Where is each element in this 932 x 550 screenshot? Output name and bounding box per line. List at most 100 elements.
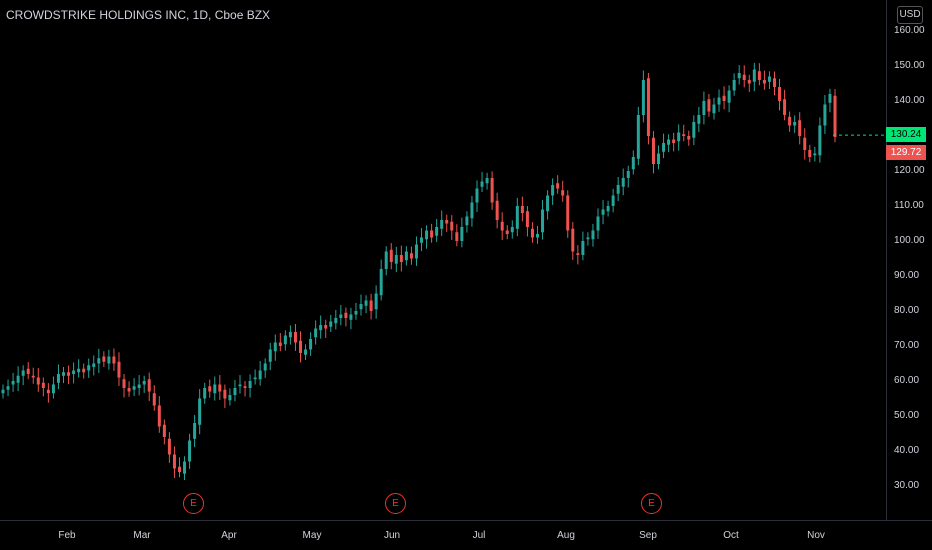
candle-body xyxy=(813,153,817,156)
candle-body xyxy=(16,375,20,383)
candle-body xyxy=(495,200,499,220)
candle-body xyxy=(278,342,282,346)
candle-body xyxy=(767,76,771,82)
candle-body xyxy=(369,300,373,311)
candle-body xyxy=(616,185,620,194)
candle-body xyxy=(233,388,237,395)
candle-body xyxy=(127,388,131,392)
candle-body xyxy=(293,332,297,343)
candle-body xyxy=(651,137,655,164)
candle-body xyxy=(152,393,156,406)
price-axis-label: 30.00 xyxy=(894,480,920,491)
candle-body xyxy=(425,230,429,240)
candle-body xyxy=(646,78,650,136)
candle-body xyxy=(11,381,15,385)
candle-body xyxy=(677,132,681,142)
candle-body xyxy=(667,139,671,145)
candle-body xyxy=(465,216,469,226)
last-price-green: 130.24 xyxy=(886,127,926,142)
candle-body xyxy=(172,454,176,469)
candle-body xyxy=(520,206,524,213)
candle-body xyxy=(485,178,489,184)
candle-body xyxy=(450,221,454,231)
candle-body xyxy=(389,249,393,262)
candle-body xyxy=(430,230,434,238)
candle-body xyxy=(762,80,766,84)
candle-body xyxy=(712,104,716,114)
candle-body xyxy=(788,116,792,126)
time-axis-label: Apr xyxy=(221,530,237,541)
price-axis-label: 140.00 xyxy=(894,95,925,106)
candle-body xyxy=(440,220,444,229)
candle-body xyxy=(793,122,797,126)
candle-body xyxy=(334,318,338,324)
candle-body xyxy=(112,356,116,364)
price-axis-label: 70.00 xyxy=(894,340,920,351)
candle-body xyxy=(747,80,751,84)
candle-body xyxy=(631,157,635,170)
candle-body xyxy=(208,386,212,392)
candle-body xyxy=(414,244,418,259)
candle-body xyxy=(258,370,262,380)
candle-body xyxy=(727,90,731,103)
candle-body xyxy=(757,71,761,80)
candle-body xyxy=(218,384,222,392)
candle-body xyxy=(409,253,413,259)
candle-body xyxy=(823,104,827,126)
candle-body xyxy=(213,384,217,394)
candle-body xyxy=(243,386,247,388)
price-axis-label: 110.00 xyxy=(894,200,924,211)
time-axis-label: May xyxy=(302,530,322,541)
candle-body xyxy=(566,195,570,231)
candle-body xyxy=(137,384,141,388)
candle-body xyxy=(273,342,277,352)
earnings-marker[interactable]: E xyxy=(385,493,406,514)
candle-body xyxy=(525,211,529,227)
price-axis-label: 50.00 xyxy=(894,410,920,421)
candle-body xyxy=(818,125,822,156)
candle-body xyxy=(87,365,91,371)
candle-body xyxy=(117,361,121,378)
earnings-marker[interactable]: E xyxy=(183,493,204,514)
candle-body xyxy=(772,78,776,87)
candle-body xyxy=(697,115,701,124)
candle-body xyxy=(480,181,484,187)
candle-body xyxy=(62,372,66,376)
candle-body xyxy=(682,134,686,136)
candle-body xyxy=(6,386,10,390)
candle-body xyxy=(157,405,161,427)
candle-body xyxy=(657,153,661,164)
candle-body xyxy=(535,234,539,238)
candle-body xyxy=(556,183,560,189)
time-axis-label: Feb xyxy=(58,530,76,541)
candle-body xyxy=(576,253,580,255)
candle-body xyxy=(687,136,691,140)
time-axis-border xyxy=(0,520,932,521)
candle-body xyxy=(314,328,318,338)
candle-body xyxy=(606,206,610,212)
price-axis-label: 60.00 xyxy=(894,375,920,386)
candle-body xyxy=(783,99,787,115)
candle-body xyxy=(510,227,514,233)
candle-body xyxy=(238,384,242,387)
candle-body xyxy=(611,195,615,206)
currency-badge[interactable]: USD xyxy=(897,6,923,24)
price-axis-label: 160.00 xyxy=(894,25,925,36)
earnings-marker[interactable]: E xyxy=(641,493,662,514)
candle-body xyxy=(530,228,534,238)
price-axis-label: 120.00 xyxy=(894,165,925,176)
symbol-title[interactable]: CROWDSTRIKE HOLDINGS INC, 1D, Cboe BZX xyxy=(6,8,271,22)
candle-body xyxy=(97,358,101,364)
candle-body xyxy=(742,74,746,80)
price-axis-label: 40.00 xyxy=(894,445,920,456)
candle-body xyxy=(460,227,464,241)
candle-body xyxy=(77,368,81,373)
candle-body xyxy=(445,220,449,224)
candle-body xyxy=(662,143,666,152)
candle-body xyxy=(626,171,630,178)
time-axis-label: Sep xyxy=(639,530,657,541)
candle-body xyxy=(107,356,111,364)
candle-body xyxy=(147,379,151,392)
candle-body xyxy=(268,349,272,362)
